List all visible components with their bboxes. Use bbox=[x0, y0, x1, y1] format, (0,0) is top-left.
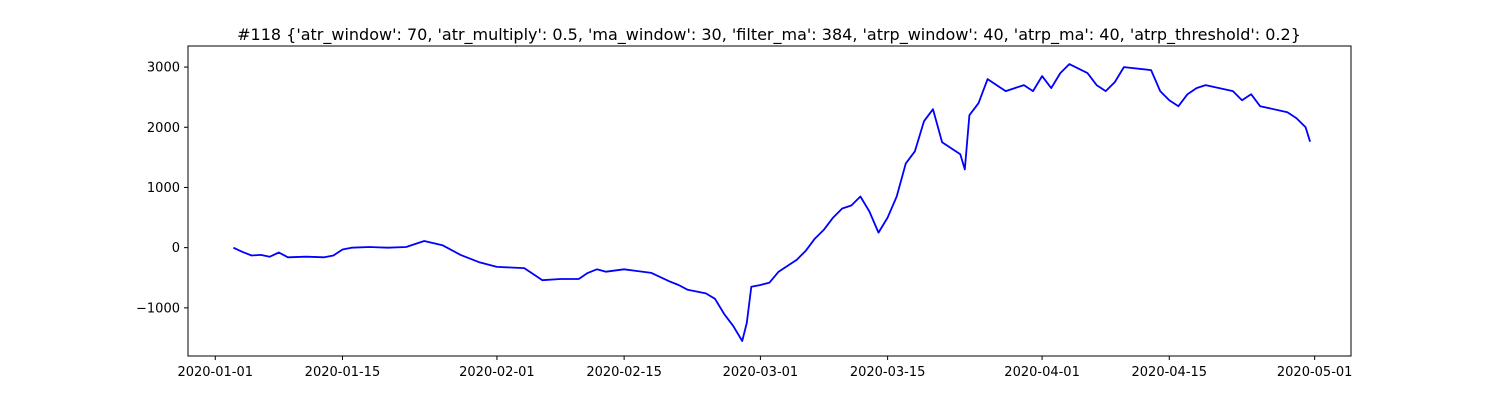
x-tick-label: 2020-03-15 bbox=[850, 365, 926, 380]
x-tick-label: 2020-02-15 bbox=[586, 365, 662, 380]
y-tick-label: 1000 bbox=[147, 181, 180, 196]
x-tick-label: 2020-04-15 bbox=[1132, 365, 1208, 380]
x-tick-label: 2020-05-01 bbox=[1277, 365, 1353, 380]
y-tick-label: 0 bbox=[172, 241, 180, 256]
x-tick-label: 2020-01-01 bbox=[177, 365, 253, 380]
plot-area bbox=[233, 63, 1311, 342]
y-tick-label: 2000 bbox=[147, 121, 180, 136]
x-tick-label: 2020-03-01 bbox=[723, 365, 799, 380]
y-tick-label: −1000 bbox=[136, 301, 180, 316]
y-axis: −1000 0 1000 2000 3000 bbox=[136, 61, 188, 316]
series-line-0 bbox=[233, 63, 1311, 342]
x-tick-label: 2020-01-15 bbox=[305, 365, 381, 380]
x-tick-label: 2020-02-01 bbox=[459, 365, 535, 380]
y-tick-label: 3000 bbox=[147, 61, 180, 76]
chart-title: #118 {'atr_window': 70, 'atr_multiply': … bbox=[237, 25, 1301, 45]
x-tick-label: 2020-04-01 bbox=[1004, 365, 1080, 380]
plot-frame bbox=[187, 45, 1352, 357]
x-axis: 2020-01-01 2020-01-15 2020-02-01 2020-02-15… bbox=[177, 356, 1352, 380]
